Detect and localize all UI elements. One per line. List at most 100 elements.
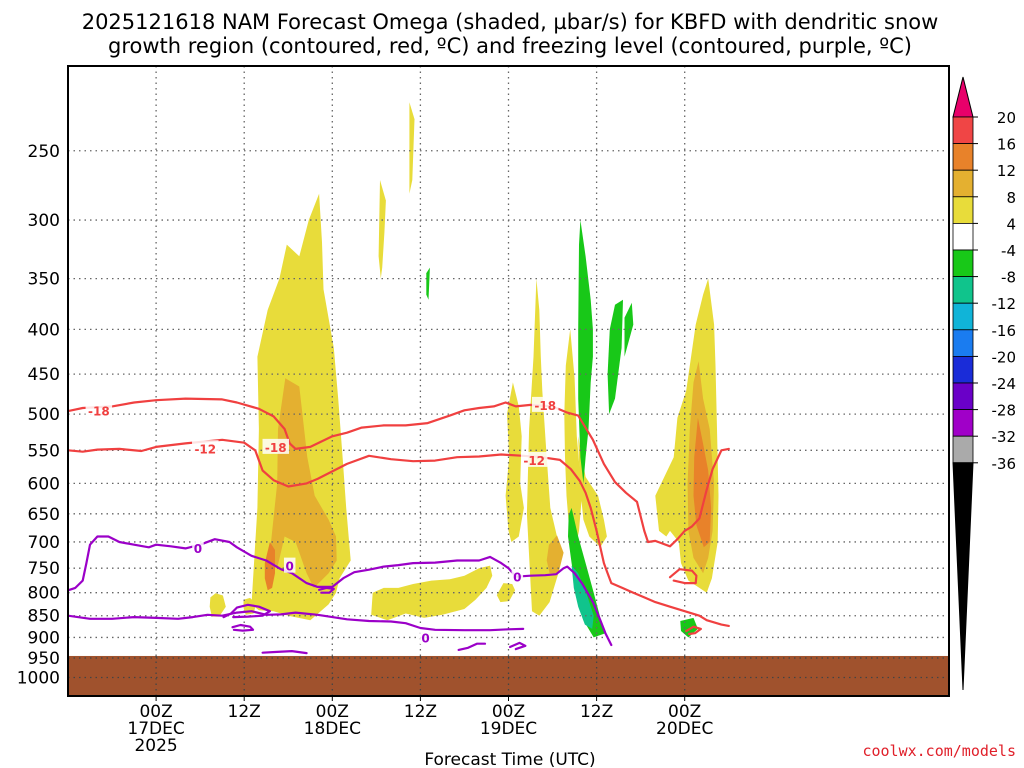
contour-label: -18 [534, 399, 556, 413]
y-tick-label: 400 [28, 320, 60, 340]
contour-label-bg [262, 438, 290, 454]
y-tick-label: 550 [28, 441, 60, 461]
dgz-contour-11 [685, 625, 703, 636]
colorbar-swatch [952, 382, 974, 411]
y-tick-label: 900 [28, 628, 60, 648]
freezing-contour-7 [457, 642, 487, 652]
omega-region-20 [426, 267, 430, 300]
colorbar-tick-label: 12 [997, 162, 1016, 180]
omega-region-10 [578, 436, 607, 548]
colorbar-tick-label: 8 [1006, 189, 1016, 207]
contour-label: -18 [265, 441, 287, 455]
colorbar-swatch [952, 196, 974, 224]
freezing-contour-9 [318, 586, 335, 594]
omega-region-23 [571, 565, 594, 629]
colorbar-tick-label: -8 [1001, 269, 1016, 287]
contour-label: -18 [88, 404, 110, 418]
contour-label-bg [192, 440, 219, 456]
terrain [68, 655, 949, 696]
omega-region-18 [607, 299, 623, 415]
y-tick-label: 300 [28, 211, 60, 231]
colorbar-tick-label: -36 [992, 455, 1017, 473]
colorbar-tick-label: -16 [992, 322, 1017, 340]
colorbar-tick-label: 4 [1006, 215, 1016, 233]
colorbar-tick-label: -28 [992, 402, 1017, 420]
chart-title-line1: 2025121618 NAM Forecast Omega (shaded, µ… [82, 10, 939, 34]
omega-region-13 [546, 535, 564, 574]
colorbar: 20 16 12 8 4 -4 -8 -12 -16 -20 -24 -28 -32 -36 [952, 76, 1017, 691]
y-axis: 2503003504004505005506006507007508008509… [17, 142, 60, 689]
contour-label-bg [283, 557, 296, 573]
colorbar-tick-label: -4 [1001, 242, 1016, 260]
chart-title-line2: growth region (contoured, red, ºC) and f… [108, 34, 912, 58]
dgz-contour-1 [68, 438, 730, 628]
omega-region-9 [496, 583, 516, 603]
contour-label-bg [531, 396, 559, 412]
y-tick-label: 500 [28, 405, 60, 425]
y-tick-label: 750 [28, 559, 60, 579]
colorbar-tick-label: 20 [997, 109, 1016, 127]
x-tick-label: 2025 [134, 736, 177, 756]
freezing-contour-5 [231, 623, 255, 632]
colorbar-swatch [952, 302, 974, 331]
contour-label: -12 [194, 442, 216, 456]
credit-text[interactable]: coolwx.com/models [862, 742, 1016, 760]
contour-label: 0 [194, 542, 202, 556]
y-tick-label: 850 [28, 607, 60, 627]
colorbar-tick-label: -20 [992, 348, 1017, 366]
colorbar-tick-label: -24 [992, 375, 1017, 393]
colorbar-swatch [952, 329, 974, 357]
y-tick-label: 250 [28, 142, 60, 162]
colorbar-swatch [952, 355, 974, 384]
omega-region-8 [564, 329, 582, 553]
contour-label: 0 [513, 571, 521, 585]
x-tick-label: 12Z [228, 702, 261, 722]
x-tick-label: 00Z [492, 702, 525, 722]
x-tick-label: 18DEC [304, 719, 361, 739]
y-tick-label: 950 [28, 649, 60, 669]
freezing-contour-4 [222, 603, 271, 619]
x-tick-label: 19DEC [480, 719, 537, 739]
omega-region-19 [624, 302, 634, 357]
y-tick-label: 800 [28, 584, 60, 604]
contour-label: 0 [286, 560, 294, 574]
colorbar-tick-label: 16 [997, 136, 1016, 154]
y-tick-label: 700 [28, 533, 60, 553]
y-tick-label: 600 [28, 474, 60, 494]
x-axis-label: Forecast Time (UTC) [424, 750, 595, 768]
contours: -18 -18 -18 -12 -12 0 0 0 0 [68, 396, 730, 655]
dgz-contour-0 [68, 397, 730, 548]
colorbar-bottom-arrow [952, 462, 974, 691]
omega-region-5 [378, 180, 386, 279]
colorbar-swatch [952, 222, 974, 251]
omega-region-16 [693, 417, 712, 548]
freezing-contour-3 [68, 610, 525, 632]
colorbar-swatch [952, 116, 974, 145]
freezing-contour-2 [68, 535, 613, 647]
omega-region-7 [526, 278, 563, 616]
omega-region-1 [209, 593, 226, 617]
colorbar-swatch [952, 435, 974, 464]
contour-label: 0 [421, 631, 429, 645]
x-tick-label: 20DEC [656, 719, 713, 739]
omega-region-4 [409, 102, 415, 194]
x-tick-label: 17DEC [127, 719, 184, 739]
colorbar-swatch [952, 143, 974, 171]
contour-label-bg [192, 539, 204, 555]
colorbar-swatch [952, 249, 974, 278]
colorbar-swatch [952, 276, 974, 304]
x-tick-label: 00Z [139, 702, 172, 722]
y-tick-label: 1000 [17, 668, 60, 688]
omega-region-15 [264, 542, 275, 591]
dgz-contour-10 [668, 568, 698, 585]
x-tick-label: 00Z [316, 702, 349, 722]
omega-region-6 [505, 382, 524, 542]
freezing-contour-8 [261, 649, 308, 655]
contour-label-bg [520, 451, 548, 467]
y-tick-label: 450 [28, 365, 60, 385]
x-tick-label: 00Z [668, 702, 701, 722]
x-tick-label: 12Z [404, 702, 437, 722]
freezing-contour-6 [508, 641, 527, 651]
contour-label-bg [85, 402, 113, 418]
